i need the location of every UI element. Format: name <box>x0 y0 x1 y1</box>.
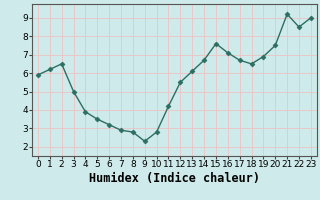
X-axis label: Humidex (Indice chaleur): Humidex (Indice chaleur) <box>89 172 260 185</box>
